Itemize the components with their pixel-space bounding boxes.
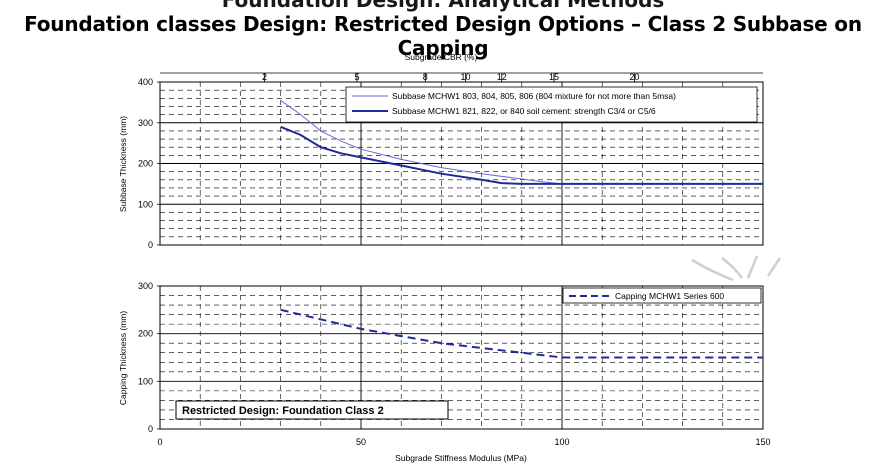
- top-panel: 0 100 200 300 400 2 5 8 10 12 15 20 Subgrade CBR (…: [118, 52, 764, 250]
- cbr-tick-label: 12: [497, 72, 507, 82]
- y-tick-label: 300: [138, 118, 153, 128]
- y-tick-label: 100: [138, 376, 153, 386]
- x-tick-label: 150: [755, 437, 770, 447]
- page-title: Foundation classes Design: Restricted De…: [24, 12, 862, 60]
- cbr-tick-label: 15: [549, 72, 559, 82]
- bottom-panel: 0 100 200 300 0 50 100 150 Subgrade Stiffness …: [118, 281, 771, 463]
- x-axis-label: Subgrade Stiffness Modulus (MPa): [395, 453, 527, 463]
- annotation-frame: [175, 400, 449, 420]
- x-tick-label: 50: [356, 437, 366, 447]
- top-y-axis-label: Subbase Thickness (mm): [118, 116, 128, 212]
- top-legend: Subbase MCHW1 803, 804, 805, 806 (804 mi…: [345, 86, 758, 123]
- legend-label-bound: Subbase MCHW1 821, 822, or 840 soil ceme…: [392, 106, 656, 116]
- cut-off-heading: Foundation Design: Analytical Methods: [221, 0, 665, 12]
- bottom-legend-box: [562, 287, 762, 304]
- background-decoration: [691, 255, 782, 282]
- y-tick-label: 400: [138, 77, 153, 87]
- annotation-text: Restricted Design: Foundation Class 2: [182, 405, 384, 417]
- cbr-tick-label: 10: [461, 72, 471, 82]
- y-tick-label: 300: [138, 281, 153, 291]
- cbr-axis-label: Subgrade CBR (%): [405, 52, 478, 62]
- y-tick-label: 100: [138, 199, 153, 209]
- x-tick-label: 0: [157, 437, 162, 447]
- cbr-tick-label: 5: [354, 72, 359, 82]
- x-tick-label: 100: [554, 437, 569, 447]
- cbr-tick-label: 2: [262, 72, 267, 82]
- cbr-tick-label: 20: [629, 72, 639, 82]
- y-tick-label: 0: [148, 240, 153, 250]
- bottom-y-axis-label: Capping Thickness (mm): [118, 311, 128, 405]
- legend-label-granular: Subbase MCHW1 803, 804, 805, 806 (804 mi…: [392, 91, 676, 101]
- y-tick-label: 200: [138, 329, 153, 339]
- cbr-tick-label: 8: [423, 72, 428, 82]
- series-line-0-1: [280, 125, 763, 185]
- series-line-1-0: [280, 308, 763, 359]
- top-legend-box: [345, 86, 758, 123]
- y-tick-label: 200: [138, 159, 153, 169]
- annotation-box: Restricted Design: Foundation Class 2: [175, 400, 449, 420]
- bottom-legend: Capping MCHW1 Series 600: [562, 287, 762, 304]
- y-tick-label: 0: [148, 424, 153, 434]
- legend-label-capping: Capping MCHW1 Series 600: [615, 291, 724, 301]
